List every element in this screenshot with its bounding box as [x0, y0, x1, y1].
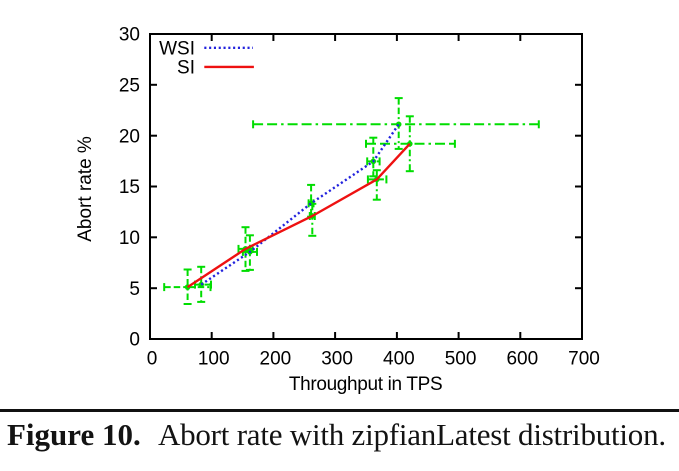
svg-text:Throughput in TPS: Throughput in TPS [289, 374, 443, 395]
svg-text:5: 5 [129, 279, 140, 300]
svg-text:300: 300 [321, 349, 353, 370]
svg-text:Abort rate %: Abort rate % [75, 136, 96, 242]
svg-text:15: 15 [119, 177, 140, 198]
svg-text:30: 30 [119, 25, 140, 46]
svg-text:WSI: WSI [159, 39, 195, 60]
svg-text:500: 500 [445, 349, 477, 370]
svg-text:0: 0 [147, 349, 158, 370]
svg-text:100: 100 [198, 349, 230, 370]
svg-text:20: 20 [119, 126, 140, 147]
svg-text:600: 600 [506, 349, 538, 370]
svg-text:700: 700 [568, 349, 600, 370]
svg-text:25: 25 [119, 76, 140, 97]
svg-text:200: 200 [260, 349, 292, 370]
svg-text:400: 400 [383, 349, 415, 370]
svg-text:0: 0 [129, 330, 140, 351]
svg-text:10: 10 [119, 228, 140, 249]
svg-text:SI: SI [177, 58, 195, 79]
